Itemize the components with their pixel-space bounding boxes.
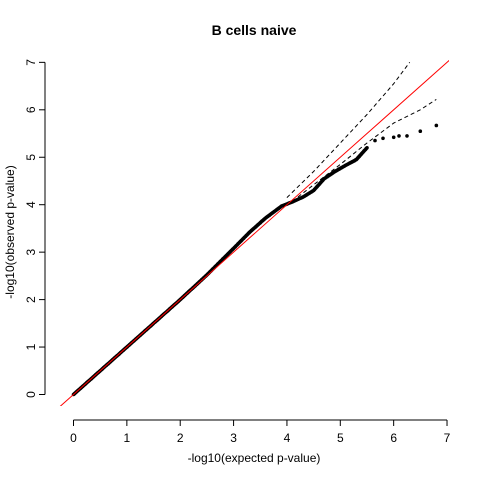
plot-inner (59, 60, 449, 406)
data-point (365, 146, 369, 150)
x-tick-label: 4 (284, 431, 291, 445)
plot-area (59, 60, 449, 406)
reference-line (59, 60, 449, 406)
y-tick-label: 7 (24, 59, 38, 66)
x-tick-label: 7 (444, 431, 451, 445)
axes: 0 1 2 3 4 5 6 7 0 1 2 3 4 5 6 7 (24, 59, 451, 445)
data-point (391, 135, 396, 140)
y-tick-label: 1 (24, 343, 38, 350)
x-tick-label: 2 (177, 431, 184, 445)
data-point (434, 123, 439, 128)
data-point (397, 134, 401, 138)
y-tick-label: 0 (24, 391, 38, 398)
y-tick-label: 2 (24, 296, 38, 303)
y-tick-label: 3 (24, 248, 38, 255)
x-tick-label: 5 (337, 431, 344, 445)
y-tick-label: 5 (24, 154, 38, 161)
data-point (381, 136, 385, 141)
x-tick-label: 1 (124, 431, 131, 445)
data-point (373, 138, 377, 143)
data-point (418, 129, 423, 133)
y-tick-label: 4 (24, 201, 38, 208)
data-point (405, 134, 409, 138)
x-tick-label: 0 (70, 431, 77, 445)
y-tick-label: 6 (24, 106, 38, 113)
x-axis-label: -log10(expected p-value) (188, 451, 321, 465)
y-axis-label: -log10(observed p-value) (3, 165, 17, 298)
chart-title: B cells naive (212, 22, 297, 38)
data-points (71, 123, 439, 397)
confidence-band-upper (286, 62, 411, 198)
confidence-band-lower (286, 98, 437, 206)
x-tick-label: 6 (390, 431, 397, 445)
x-tick-label: 3 (230, 431, 237, 445)
